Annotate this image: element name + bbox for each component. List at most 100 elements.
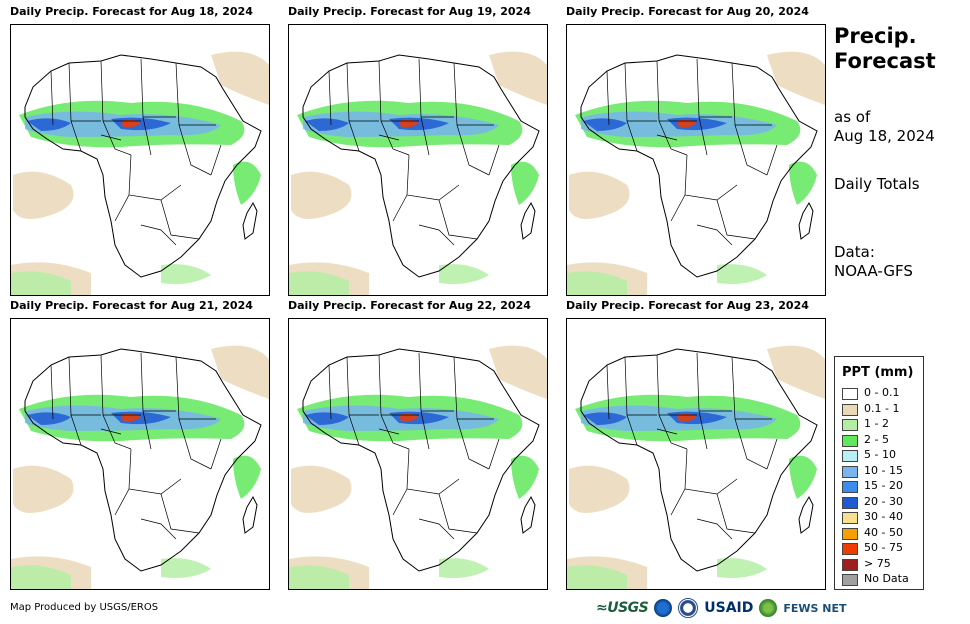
- fews-globe-icon: [759, 599, 778, 617]
- legend-label: 15 - 20: [864, 479, 903, 492]
- totals-label: Daily Totals: [834, 175, 920, 193]
- legend-item: 20 - 30: [835, 495, 923, 511]
- precip-map: [566, 318, 826, 590]
- legend-item: 0 - 0.1: [835, 386, 923, 402]
- country-border: [178, 418, 212, 470]
- country-border: [114, 194, 130, 222]
- precip-area: [211, 51, 269, 105]
- precip-map: [288, 24, 548, 296]
- legend-label: 40 - 50: [864, 525, 903, 539]
- legend-swatch: [842, 450, 858, 462]
- legend-item: > 75: [835, 557, 923, 573]
- precip-area: [291, 465, 352, 513]
- precip-area: [211, 345, 269, 399]
- country-border: [380, 120, 410, 156]
- country-border: [606, 70, 610, 126]
- panel-title: Daily Precip. Forecast for Aug 19, 2024: [288, 5, 531, 18]
- precip-area: [11, 271, 71, 295]
- legend-item: 5 - 10: [835, 448, 923, 464]
- country-border: [766, 144, 778, 176]
- legend-item: 40 - 50: [835, 526, 923, 542]
- legend: PPT (mm) 0 - 0.1 0.1 - 1 1 - 2 2 - 5 5 - 10 1…: [834, 356, 924, 590]
- country-border: [50, 364, 54, 420]
- legend-item: 10 - 15: [835, 464, 923, 480]
- country-border: [348, 414, 360, 446]
- forecast-panel-5: Daily Precip. Forecast for Aug 22, 2024: [288, 299, 548, 590]
- panel-title: Daily Precip. Forecast for Aug 20, 2024: [566, 5, 809, 18]
- precip-area: [511, 455, 539, 499]
- precip-area: [121, 119, 141, 128]
- legend-swatch: [842, 512, 858, 524]
- precip-area: [289, 271, 349, 295]
- country-border: [456, 418, 490, 470]
- data-source: Data: NOAA-GFS: [834, 243, 913, 281]
- precip-area: [291, 171, 352, 219]
- country-border: [142, 410, 152, 450]
- precip-area: [13, 465, 74, 513]
- country-border: [684, 154, 738, 201]
- precip-area: [767, 51, 825, 105]
- madagascar-outline: [520, 495, 536, 534]
- precip-area: [717, 264, 767, 284]
- forecast-panel-3: Daily Precip. Forecast for Aug 20, 2024: [566, 5, 826, 296]
- country-border: [626, 414, 638, 446]
- precip-area: [569, 171, 630, 219]
- country-border: [670, 194, 686, 222]
- country-border: [420, 410, 430, 450]
- precip-area: [161, 264, 211, 284]
- precip-area: [399, 413, 419, 422]
- legend-swatch: [842, 403, 858, 416]
- precip-area: [677, 413, 697, 422]
- country-border: [698, 410, 708, 450]
- madagascar-outline: [798, 495, 814, 534]
- precip-area: [767, 345, 825, 399]
- product-title-line1: Precip.: [834, 24, 917, 48]
- country-border: [160, 493, 200, 534]
- country-border: [392, 488, 408, 516]
- product-title: Precip. Forecast: [834, 24, 936, 74]
- madagascar-outline: [520, 201, 536, 240]
- country-border: [378, 428, 400, 435]
- precip-area: [439, 558, 489, 578]
- as-of-label: as of: [834, 108, 871, 126]
- country-border: [734, 124, 768, 176]
- madagascar-outline: [242, 201, 258, 240]
- legend-item: 15 - 20: [835, 479, 923, 495]
- legend-label: 0.1 - 1: [864, 401, 900, 415]
- data-source-value: NOAA-GFS: [834, 262, 913, 280]
- product-title-line2: Forecast: [834, 49, 936, 73]
- precip-area: [489, 345, 547, 399]
- country-border: [50, 70, 54, 126]
- country-border: [656, 428, 678, 435]
- country-border: [418, 224, 455, 246]
- country-border: [406, 448, 460, 495]
- panel-title: Daily Precip. Forecast for Aug 21, 2024: [10, 299, 253, 312]
- coastline: [24, 348, 262, 572]
- country-border: [438, 199, 478, 240]
- country-border: [658, 120, 688, 156]
- legend-swatch: [842, 496, 858, 509]
- legend-swatch: [842, 388, 858, 400]
- country-border: [328, 364, 332, 420]
- legend-label: 0 - 0.1: [864, 386, 900, 399]
- as-of-value: Aug 18, 2024: [834, 127, 935, 145]
- legend-label: 10 - 15: [864, 463, 903, 477]
- country-border: [114, 488, 130, 516]
- country-border: [698, 116, 708, 156]
- country-border: [142, 116, 152, 156]
- country-border: [658, 414, 688, 450]
- country-border: [766, 438, 778, 470]
- legend-label: 30 - 40: [864, 510, 903, 523]
- precip-area: [677, 119, 697, 128]
- fews-net-logo: FEWS NET: [783, 601, 847, 615]
- legend-swatch: [842, 481, 858, 493]
- data-source-label: Data:: [834, 243, 875, 261]
- precip-area: [567, 271, 627, 295]
- country-border: [178, 124, 212, 176]
- country-border: [100, 428, 122, 435]
- precip-area: [567, 565, 627, 589]
- precip-area: [233, 161, 261, 205]
- legend-item: 1 - 2: [835, 417, 923, 433]
- coastline: [24, 54, 262, 278]
- precip-area: [717, 558, 767, 578]
